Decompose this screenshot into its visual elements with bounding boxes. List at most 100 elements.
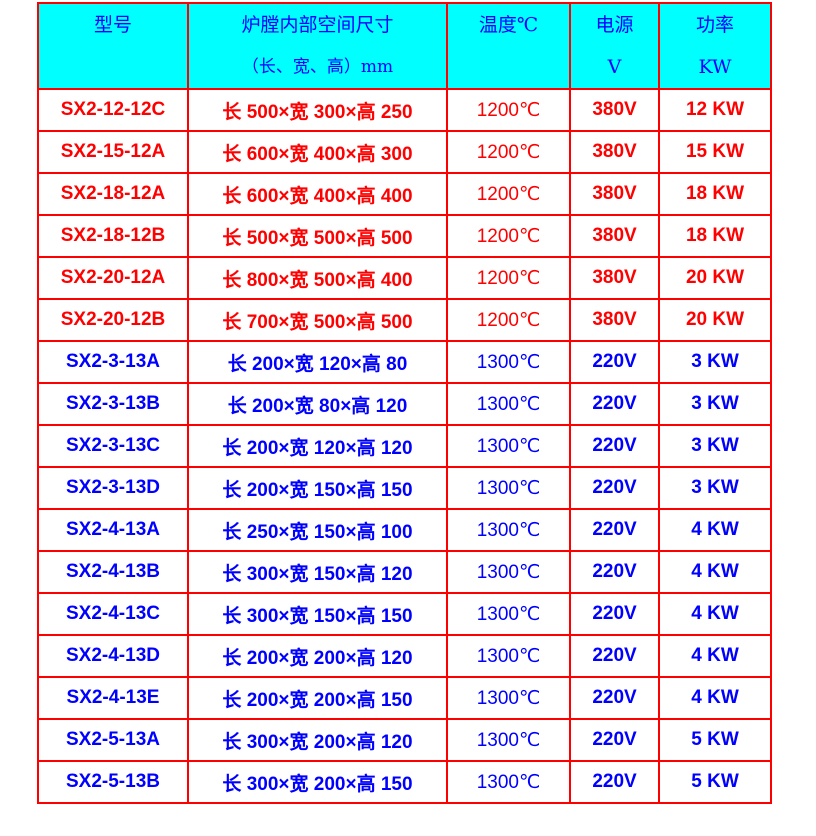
header-temperature-label: 温度℃ [478,14,539,36]
power-cell: 18 KW [658,172,772,216]
dimensions-cell: 长 250×宽 150×高 100 [187,508,448,552]
voltage-cell: 220V [569,466,660,510]
model-cell: SX2-18-12B [37,214,189,258]
furnace-spec-table: 型号 炉膛内部空间尺寸 （长、宽、高）mm 温度℃ 电源 V 功率 KW SX2-12… [37,2,772,804]
dimensions-cell: 长 600×宽 400×高 400 [187,172,448,216]
dimensions-cell: 长 200×宽 120×高 120 [187,424,448,468]
model-cell: SX2-4-13A [37,508,189,552]
model-cell: SX2-15-12A [37,130,189,174]
power-cell: 20 KW [658,256,772,300]
header-dimensions-label: 炉膛内部空间尺寸 [241,14,394,36]
model-cell: SX2-3-13C [37,424,189,468]
dimensions-cell: 长 200×宽 200×高 120 [187,634,448,678]
dimensions-cell: 长 200×宽 80×高 120 [187,382,448,426]
table-row: SX2-4-13C 长 300×宽 150×高 150 1300℃ 220V 4 KW [37,592,772,636]
power-cell: 5 KW [658,718,772,762]
model-cell: SX2-3-13D [37,466,189,510]
power-cell: 15 KW [658,130,772,174]
power-cell: 3 KW [658,424,772,468]
dimensions-cell: 长 600×宽 400×高 300 [187,130,448,174]
power-cell: 4 KW [658,592,772,636]
temperature-cell: 1300℃ [446,550,571,594]
model-cell: SX2-3-13A [37,340,189,384]
voltage-cell: 220V [569,634,660,678]
voltage-cell: 380V [569,298,660,342]
dimensions-cell: 长 500×宽 500×高 500 [187,214,448,258]
voltage-cell: 380V [569,214,660,258]
model-cell: SX2-12-12C [37,88,189,132]
model-cell: SX2-4-13E [37,676,189,720]
temperature-cell: 1200℃ [446,172,571,216]
table-row: SX2-3-13D 长 200×宽 150×高 150 1300℃ 220V 3 KW [37,466,772,510]
model-cell: SX2-4-13D [37,634,189,678]
header-model-label: 型号 [93,14,132,36]
dimensions-cell: 长 300×宽 150×高 120 [187,550,448,594]
temperature-cell: 1200℃ [446,256,571,300]
model-cell: SX2-4-13B [37,550,189,594]
header-power-label: 功率 [695,14,734,36]
model-cell: SX2-5-13B [37,760,189,804]
header-temperature: 温度℃ [446,2,571,90]
model-cell: SX2-20-12A [37,256,189,300]
dimensions-cell: 长 300×宽 200×高 150 [187,760,448,804]
table-row: SX2-4-13D 长 200×宽 200×高 120 1300℃ 220V 4 KW [37,634,772,678]
temperature-cell: 1200℃ [446,88,571,132]
power-cell: 3 KW [658,466,772,510]
voltage-cell: 380V [569,130,660,174]
header-dimensions: 炉膛内部空间尺寸 （长、宽、高）mm [187,2,448,90]
table-row: SX2-18-12B 长 500×宽 500×高 500 1200℃ 380V 18 K… [37,214,772,258]
power-cell: 4 KW [658,508,772,552]
table-row: SX2-12-12C 长 500×宽 300×高 250 1200℃ 380V 12 K… [37,88,772,132]
model-cell: SX2-5-13A [37,718,189,762]
power-cell: 18 KW [658,214,772,258]
table-row: SX2-4-13A 长 250×宽 150×高 100 1300℃ 220V 4 KW [37,508,772,552]
temperature-cell: 1300℃ [446,466,571,510]
header-dimensions-unit: （长、宽、高）mm [241,57,394,77]
voltage-cell: 220V [569,760,660,804]
header-power-unit: KW [698,56,732,78]
table-row: SX2-15-12A 长 600×宽 400×高 300 1200℃ 380V 15 K… [37,130,772,174]
header-model: 型号 [37,2,189,90]
voltage-cell: 220V [569,424,660,468]
temperature-cell: 1300℃ [446,592,571,636]
voltage-cell: 220V [569,382,660,426]
power-cell: 12 KW [658,88,772,132]
temperature-cell: 1200℃ [446,130,571,174]
temperature-cell: 1300℃ [446,382,571,426]
header-power: 功率 KW [658,2,772,90]
temperature-cell: 1300℃ [446,760,571,804]
temperature-cell: 1200℃ [446,214,571,258]
voltage-cell: 380V [569,172,660,216]
voltage-cell: 380V [569,88,660,132]
temperature-cell: 1300℃ [446,508,571,552]
temperature-cell: 1300℃ [446,634,571,678]
dimensions-cell: 长 300×宽 200×高 120 [187,718,448,762]
model-cell: SX2-20-12B [37,298,189,342]
table-row: SX2-18-12A 长 600×宽 400×高 400 1200℃ 380V 18 K… [37,172,772,216]
dimensions-cell: 长 800×宽 500×高 400 [187,256,448,300]
header-voltage-unit: V [607,56,622,78]
dimensions-cell: 长 200×宽 200×高 150 [187,676,448,720]
voltage-cell: 220V [569,676,660,720]
power-cell: 3 KW [658,382,772,426]
header-voltage: 电源 V [569,2,660,90]
temperature-cell: 1300℃ [446,340,571,384]
dimensions-cell: 长 200×宽 120×高 80 [187,340,448,384]
model-cell: SX2-18-12A [37,172,189,216]
header-voltage-label: 电源 [595,14,634,36]
power-cell: 5 KW [658,760,772,804]
dimensions-cell: 长 300×宽 150×高 150 [187,592,448,636]
voltage-cell: 220V [569,508,660,552]
dimensions-cell: 长 200×宽 150×高 150 [187,466,448,510]
table-row: SX2-3-13B 长 200×宽 80×高 120 1300℃ 220V 3 KW [37,382,772,426]
temperature-cell: 1300℃ [446,718,571,762]
voltage-cell: 220V [569,592,660,636]
power-cell: 20 KW [658,298,772,342]
voltage-cell: 380V [569,256,660,300]
table-row: SX2-20-12A 长 800×宽 500×高 400 1200℃ 380V 20 K… [37,256,772,300]
dimensions-cell: 长 700×宽 500×高 500 [187,298,448,342]
temperature-cell: 1300℃ [446,424,571,468]
table-row: SX2-4-13E 长 200×宽 200×高 150 1300℃ 220V 4 KW [37,676,772,720]
power-cell: 4 KW [658,550,772,594]
model-cell: SX2-3-13B [37,382,189,426]
